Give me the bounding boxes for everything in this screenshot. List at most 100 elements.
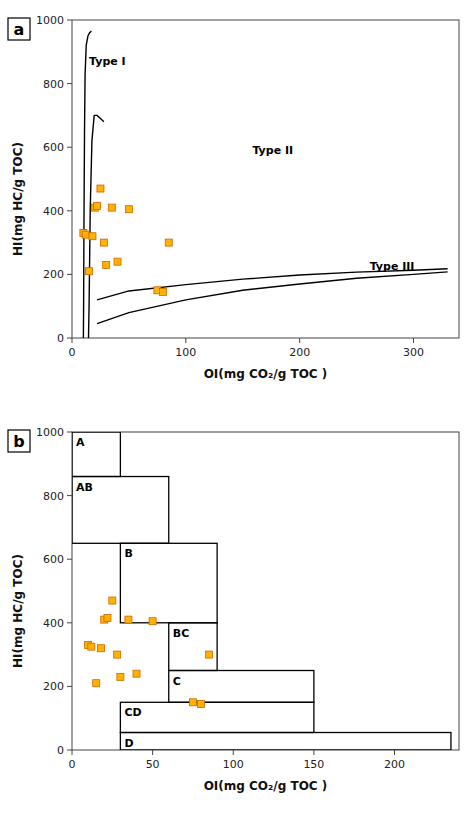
panel-label: b bbox=[13, 432, 24, 451]
y-tick bbox=[67, 750, 72, 751]
panel: 05010015020002004006008001000OI(mg CO₂/g… bbox=[8, 426, 459, 793]
sample-point bbox=[198, 700, 205, 707]
y-axis-label: HI(mg HC/g TOC) bbox=[11, 554, 25, 668]
x-tick bbox=[185, 338, 186, 343]
x-tick-label: 100 bbox=[223, 758, 244, 771]
figure: 010020030002004006008001000OI(mg CO₂/g T… bbox=[0, 0, 474, 825]
x-tick-label: 0 bbox=[69, 758, 76, 771]
zone-box bbox=[169, 623, 217, 671]
sample-point bbox=[104, 615, 111, 622]
y-tick bbox=[67, 338, 72, 339]
y-tick-label: 800 bbox=[43, 78, 64, 91]
y-tick bbox=[67, 495, 72, 496]
plot-area bbox=[72, 432, 451, 750]
sample-point bbox=[160, 288, 167, 295]
boundary-line bbox=[97, 269, 448, 300]
sample-point bbox=[93, 680, 100, 687]
y-tick-label: 1000 bbox=[36, 14, 64, 27]
y-tick bbox=[67, 622, 72, 623]
zone-box bbox=[120, 543, 217, 623]
x-axis-label: OI(mg CO₂/g TOC ) bbox=[204, 779, 328, 793]
panel: 0 100 200 300 0 200 400 600 800 1000 OI(mg CO₂/g T… bbox=[8, 14, 459, 381]
sample-point bbox=[125, 206, 132, 213]
sample-point bbox=[149, 618, 156, 625]
y-tick-label: 200 bbox=[43, 268, 64, 281]
y-tick-label: 800 bbox=[43, 490, 64, 503]
boundary-line bbox=[97, 272, 448, 324]
y-tick-label: 600 bbox=[43, 141, 64, 154]
sample-point bbox=[125, 616, 132, 623]
zone-box bbox=[72, 432, 120, 477]
y-tick bbox=[67, 83, 72, 84]
x-tick bbox=[233, 750, 234, 755]
panel-label-box bbox=[8, 18, 30, 40]
plot-frame bbox=[72, 432, 459, 750]
zone-label: B bbox=[124, 547, 132, 560]
y-axis-label: HI(mg HC/g TOC) bbox=[11, 142, 25, 256]
zone-label: A bbox=[76, 436, 85, 449]
y-tick bbox=[67, 147, 72, 148]
sample-point bbox=[89, 233, 96, 240]
y-tick-label: 0 bbox=[57, 744, 64, 757]
x-tick-label: 150 bbox=[303, 758, 324, 771]
x-tick bbox=[413, 338, 414, 343]
boundary-line bbox=[89, 115, 104, 338]
zone-box bbox=[120, 733, 451, 750]
y-tick-label: 1000 bbox=[36, 426, 64, 439]
sample-point bbox=[94, 203, 101, 210]
x-tick-label: 200 bbox=[384, 758, 405, 771]
sample-point bbox=[98, 645, 105, 652]
x-tick-label: 200 bbox=[289, 346, 310, 359]
y-tick bbox=[67, 559, 72, 560]
plot-area bbox=[80, 31, 448, 338]
x-tick bbox=[313, 750, 314, 755]
y-tick-label: 400 bbox=[43, 205, 64, 218]
type-label: Type II bbox=[252, 144, 293, 157]
plot-frame bbox=[72, 20, 459, 338]
x-tick bbox=[394, 750, 395, 755]
zone-box bbox=[72, 477, 169, 544]
y-tick bbox=[67, 210, 72, 211]
sample-point bbox=[82, 231, 89, 238]
y-tick-label: 0 bbox=[57, 332, 64, 345]
sample-point bbox=[133, 670, 140, 677]
x-tick-label: 100 bbox=[175, 346, 196, 359]
zone-label: C bbox=[173, 675, 181, 688]
x-tick bbox=[299, 338, 300, 343]
x-axis-label: OI(mg CO₂/g TOC ) bbox=[204, 367, 328, 381]
sample-point bbox=[189, 699, 196, 706]
sample-point bbox=[103, 261, 110, 268]
zone-label: D bbox=[124, 737, 133, 750]
zone-label: AB bbox=[76, 481, 93, 494]
zone-label: BC bbox=[173, 627, 189, 640]
type-label: Type III bbox=[370, 260, 415, 273]
zone-box bbox=[120, 702, 314, 732]
y-tick bbox=[67, 686, 72, 687]
y-tick bbox=[67, 274, 72, 275]
x-tick bbox=[72, 750, 73, 755]
x-tick bbox=[152, 750, 153, 755]
panel-label: a bbox=[14, 20, 25, 39]
x-tick-label: 50 bbox=[146, 758, 160, 771]
zone-box bbox=[169, 671, 314, 703]
panel-label-box bbox=[8, 430, 30, 452]
type-label: Type I bbox=[89, 55, 126, 68]
x-tick-label: 0 bbox=[69, 346, 76, 359]
sample-point bbox=[165, 239, 172, 246]
y-tick-label: 200 bbox=[43, 680, 64, 693]
sample-point bbox=[108, 204, 115, 211]
zone-label: CD bbox=[124, 706, 141, 719]
sample-point bbox=[117, 673, 124, 680]
x-tick bbox=[72, 338, 73, 343]
sample-point bbox=[86, 268, 93, 275]
x-tick-label: 300 bbox=[403, 346, 424, 359]
sample-point bbox=[88, 643, 95, 650]
y-tick bbox=[67, 432, 72, 433]
y-tick bbox=[67, 20, 72, 21]
sample-point bbox=[114, 651, 121, 658]
y-tick-label: 400 bbox=[43, 617, 64, 630]
sample-point bbox=[100, 239, 107, 246]
sample-point bbox=[97, 185, 104, 192]
sample-point bbox=[206, 651, 213, 658]
sample-point bbox=[109, 597, 116, 604]
